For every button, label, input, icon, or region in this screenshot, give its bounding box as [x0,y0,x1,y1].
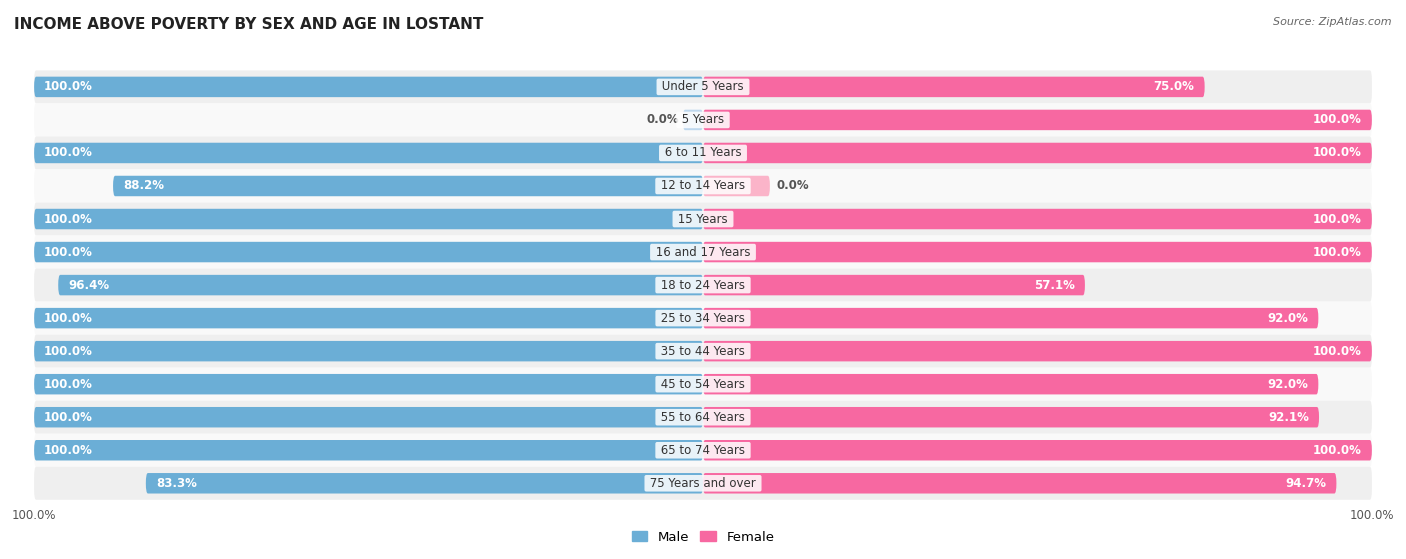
FancyBboxPatch shape [146,473,703,494]
Text: 96.4%: 96.4% [69,278,110,292]
FancyBboxPatch shape [34,143,703,163]
Text: 100.0%: 100.0% [1313,345,1362,358]
FancyBboxPatch shape [34,368,1372,401]
FancyBboxPatch shape [34,308,703,328]
FancyBboxPatch shape [34,374,703,395]
FancyBboxPatch shape [34,401,1372,434]
Text: 57.1%: 57.1% [1033,278,1076,292]
Text: INCOME ABOVE POVERTY BY SEX AND AGE IN LOSTANT: INCOME ABOVE POVERTY BY SEX AND AGE IN L… [14,17,484,32]
Text: 55 to 64 Years: 55 to 64 Years [657,411,749,424]
Text: 25 to 34 Years: 25 to 34 Years [657,311,749,325]
Text: 100.0%: 100.0% [44,146,93,159]
FancyBboxPatch shape [34,202,1372,235]
Text: 100.0%: 100.0% [1313,113,1362,126]
Text: 92.0%: 92.0% [1267,311,1309,325]
Text: 100.0%: 100.0% [1313,245,1362,259]
Text: 0.0%: 0.0% [647,113,679,126]
Text: 45 to 54 Years: 45 to 54 Years [657,378,749,391]
Text: 100.0%: 100.0% [1313,146,1362,159]
FancyBboxPatch shape [703,275,1085,295]
Text: 100.0%: 100.0% [1313,212,1362,225]
FancyBboxPatch shape [703,407,1319,428]
FancyBboxPatch shape [703,341,1372,361]
FancyBboxPatch shape [34,169,1372,202]
Text: 92.1%: 92.1% [1268,411,1309,424]
FancyBboxPatch shape [58,275,703,295]
FancyBboxPatch shape [703,440,1372,461]
Text: 92.0%: 92.0% [1267,378,1309,391]
FancyBboxPatch shape [34,70,1372,103]
FancyBboxPatch shape [34,440,703,461]
Text: 0.0%: 0.0% [776,179,810,192]
FancyBboxPatch shape [703,374,1319,395]
FancyBboxPatch shape [703,110,1372,130]
Text: 35 to 44 Years: 35 to 44 Years [657,345,749,358]
Text: 5 Years: 5 Years [678,113,728,126]
FancyBboxPatch shape [703,242,1372,262]
Text: 88.2%: 88.2% [124,179,165,192]
Text: 100.0%: 100.0% [44,378,93,391]
Text: Source: ZipAtlas.com: Source: ZipAtlas.com [1274,17,1392,27]
FancyBboxPatch shape [703,473,1337,494]
FancyBboxPatch shape [703,209,1372,229]
Text: 12 to 14 Years: 12 to 14 Years [657,179,749,192]
FancyBboxPatch shape [34,77,703,97]
Text: 83.3%: 83.3% [156,477,197,490]
Text: 16 and 17 Years: 16 and 17 Years [652,245,754,259]
Text: 6 to 11 Years: 6 to 11 Years [661,146,745,159]
Text: 75 Years and over: 75 Years and over [647,477,759,490]
FancyBboxPatch shape [34,136,1372,169]
FancyBboxPatch shape [703,143,1372,163]
Text: 100.0%: 100.0% [44,311,93,325]
FancyBboxPatch shape [34,407,703,428]
FancyBboxPatch shape [34,335,1372,368]
FancyBboxPatch shape [34,268,1372,302]
FancyBboxPatch shape [703,308,1319,328]
FancyBboxPatch shape [34,103,1372,136]
Text: 65 to 74 Years: 65 to 74 Years [657,444,749,457]
FancyBboxPatch shape [34,242,703,262]
Text: 100.0%: 100.0% [44,245,93,259]
Text: 100.0%: 100.0% [44,345,93,358]
Text: 100.0%: 100.0% [44,80,93,93]
Text: 100.0%: 100.0% [44,444,93,457]
FancyBboxPatch shape [34,209,703,229]
FancyBboxPatch shape [34,467,1372,500]
FancyBboxPatch shape [683,110,703,130]
FancyBboxPatch shape [112,176,703,196]
FancyBboxPatch shape [703,176,770,196]
Text: 15 Years: 15 Years [675,212,731,225]
Text: 94.7%: 94.7% [1285,477,1326,490]
FancyBboxPatch shape [34,341,703,361]
FancyBboxPatch shape [703,77,1205,97]
FancyBboxPatch shape [34,434,1372,467]
Text: 18 to 24 Years: 18 to 24 Years [657,278,749,292]
FancyBboxPatch shape [34,302,1372,335]
Legend: Male, Female: Male, Female [626,525,780,549]
Text: 100.0%: 100.0% [44,212,93,225]
Text: Under 5 Years: Under 5 Years [658,80,748,93]
Text: 75.0%: 75.0% [1154,80,1195,93]
Text: 100.0%: 100.0% [1313,444,1362,457]
FancyBboxPatch shape [34,235,1372,268]
Text: 100.0%: 100.0% [44,411,93,424]
